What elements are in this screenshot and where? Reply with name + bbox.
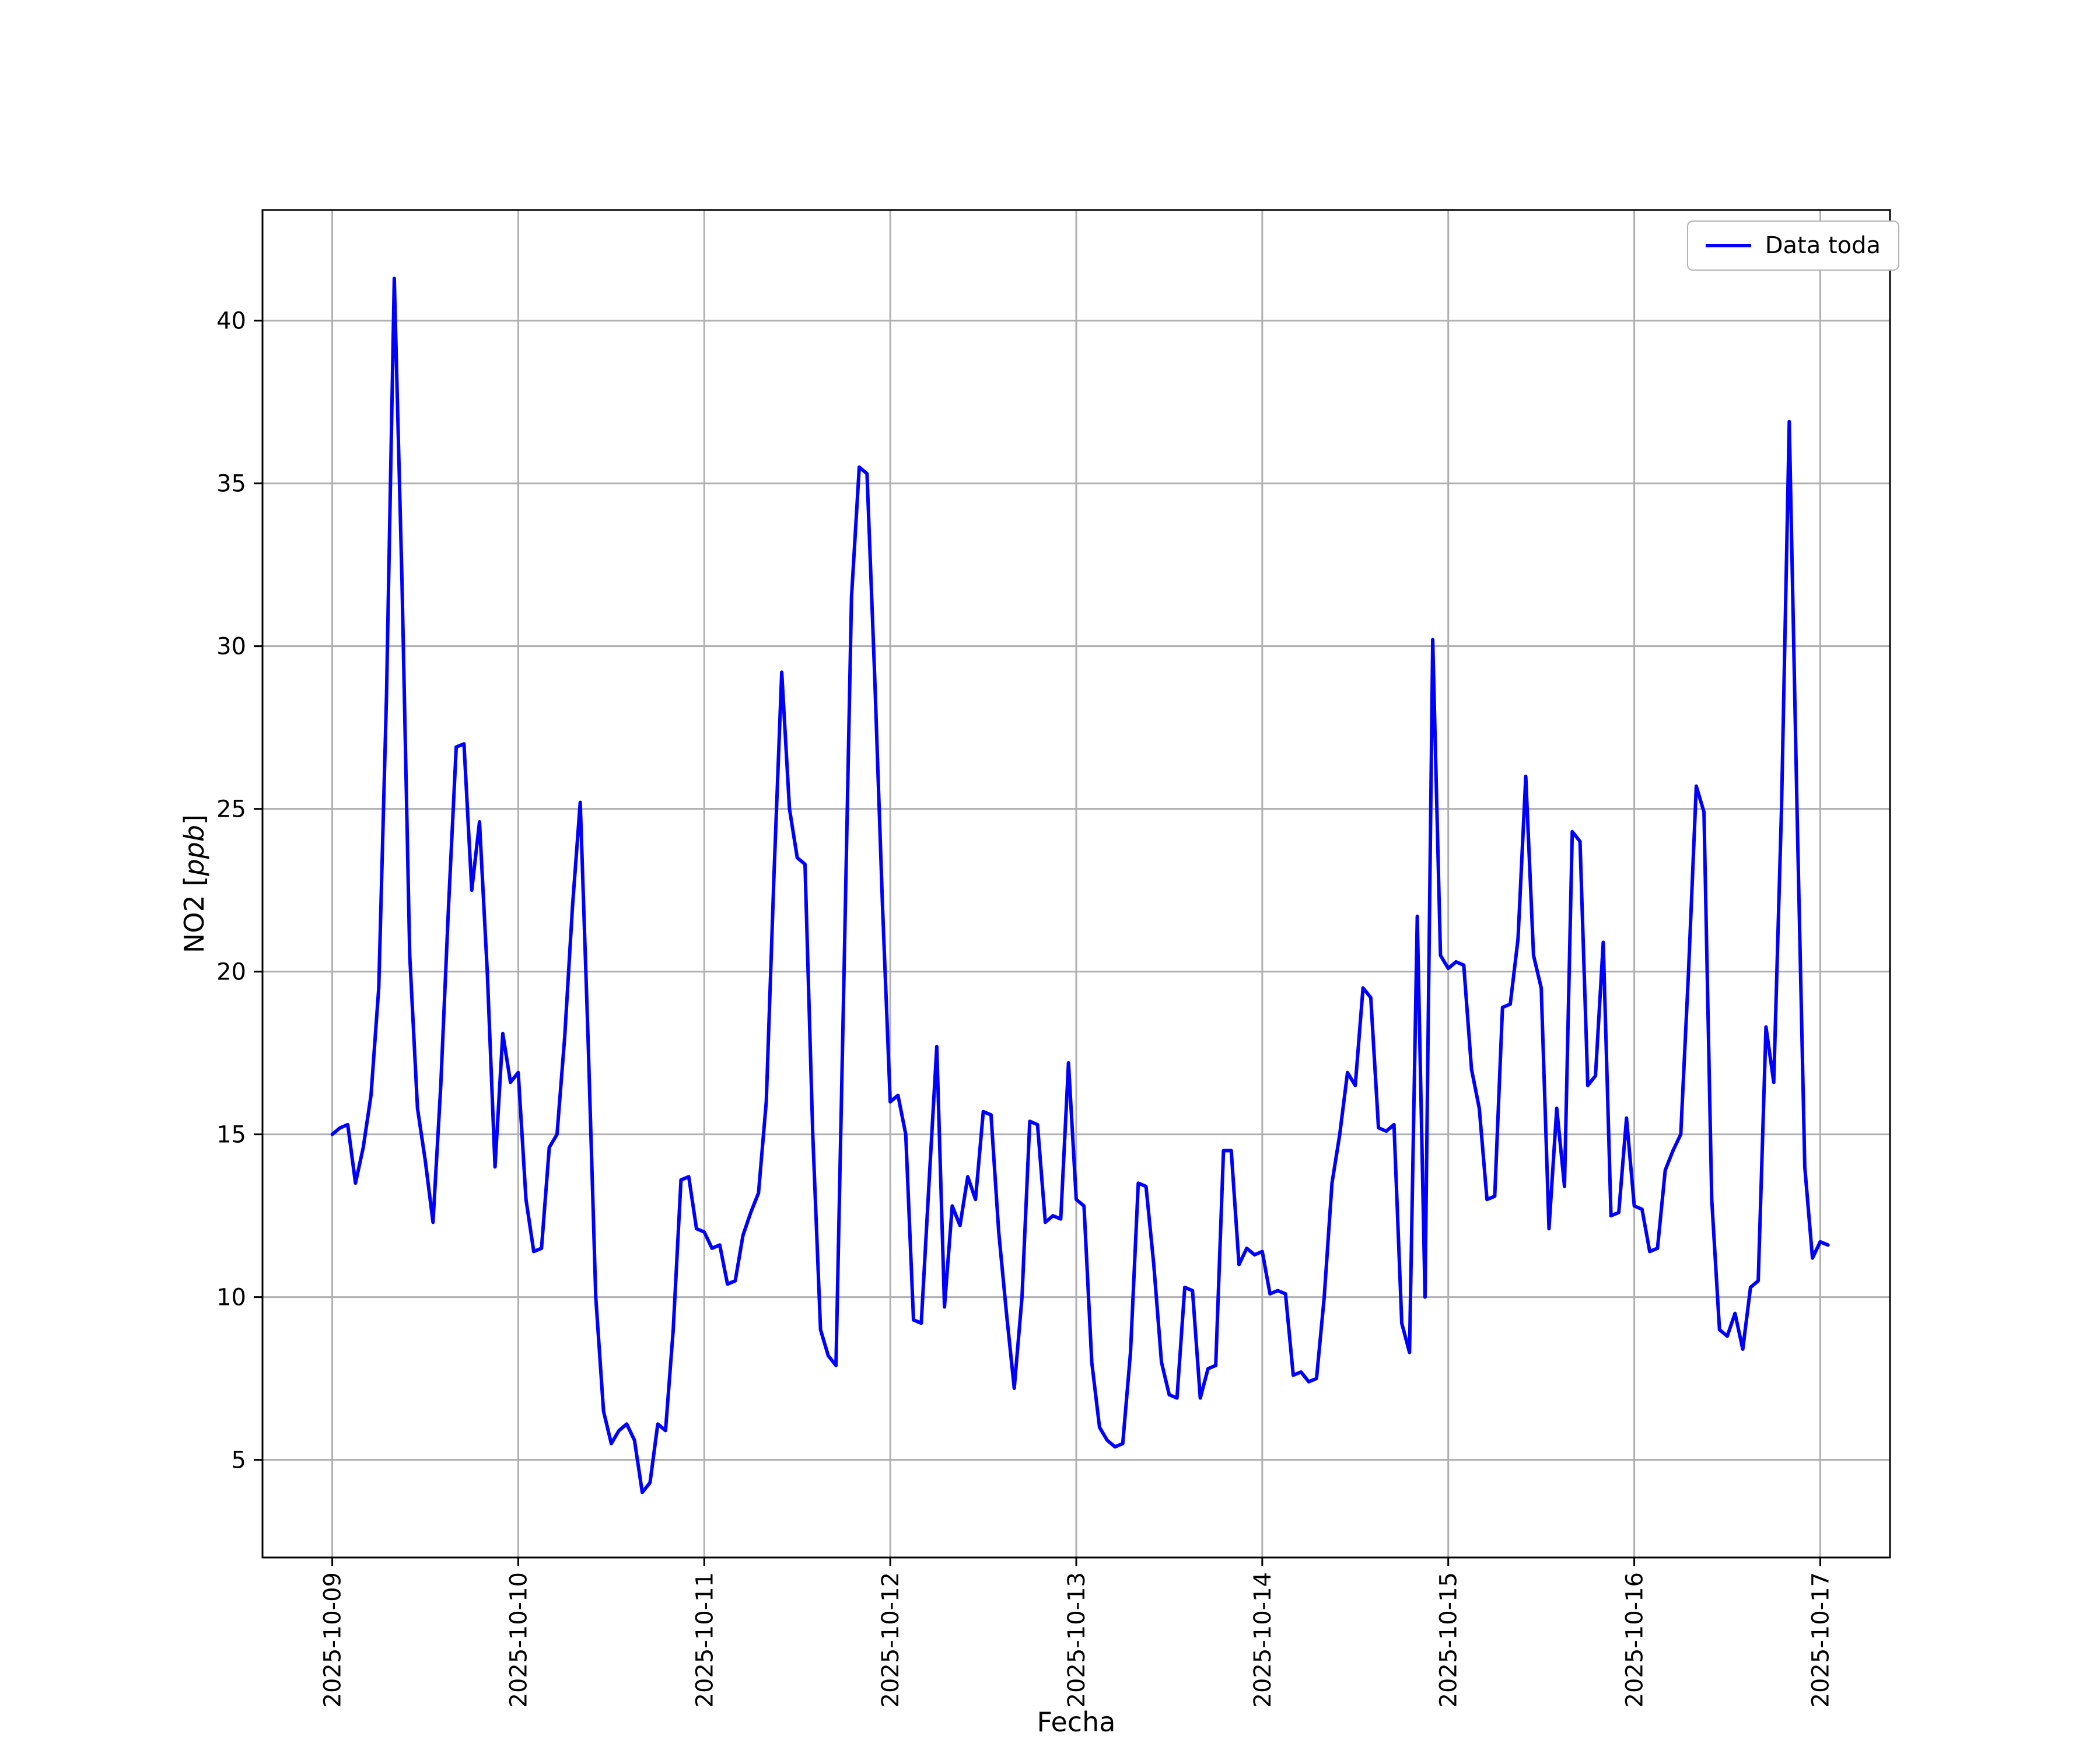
y-tick-label: 25 [216,796,246,823]
y-tick-label: 40 [216,308,246,335]
x-tick-label: 2025-10-14 [1250,1572,1276,1707]
legend: Data toda [1686,220,1899,271]
x-tick-label: 2025-10-11 [691,1572,718,1707]
legend-line-sample [1705,244,1751,247]
y-axis-label: NO2 [ppb] [178,814,210,953]
y-tick-label: 35 [216,471,246,498]
y-axis-label-unit: ppb [178,824,210,876]
x-tick-label: 2025-10-10 [505,1572,532,1707]
x-tick-label: 2025-10-09 [320,1572,346,1707]
x-tick-label: 2025-10-16 [1622,1572,1648,1707]
legend-entry-label: Data toda [1765,232,1881,259]
x-tick-label: 2025-10-17 [1807,1572,1834,1707]
x-tick-label: 2025-10-15 [1436,1572,1462,1707]
x-tick-label: 2025-10-13 [1063,1572,1090,1707]
y-tick-label: 15 [216,1122,246,1149]
y-axis-label-bracket: ] [178,814,210,825]
data-line [330,276,1830,1494]
y-axis-label-text: NO2 [ [178,876,210,954]
y-tick-label: 20 [216,959,246,986]
y-tick-label: 5 [232,1447,246,1474]
x-tick-label: 2025-10-12 [877,1572,904,1707]
x-axis-label: Fecha [1037,1706,1116,1738]
y-tick-label: 30 [216,634,246,660]
y-tick-label: 10 [216,1284,246,1311]
